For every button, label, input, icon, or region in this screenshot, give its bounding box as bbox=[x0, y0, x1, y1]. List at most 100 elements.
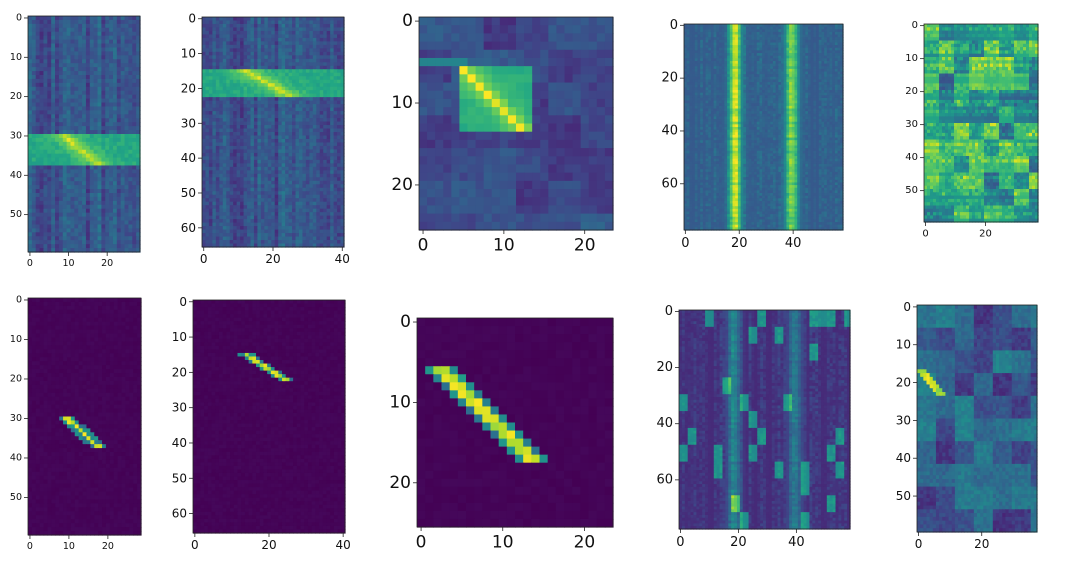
heatmap-cell bbox=[285, 188, 289, 192]
heatmap-cell bbox=[86, 173, 90, 178]
heatmap-cell bbox=[128, 130, 132, 135]
heatmap-cell bbox=[337, 142, 341, 146]
heatmap-cell bbox=[292, 181, 296, 185]
heatmap-cell bbox=[128, 83, 132, 88]
heatmap-cell bbox=[237, 101, 241, 105]
heatmap-cell bbox=[223, 237, 227, 241]
heatmap-cell bbox=[589, 115, 598, 124]
heatmap-cell bbox=[109, 32, 113, 37]
heatmap-cell bbox=[306, 118, 310, 122]
heatmap-cell bbox=[59, 181, 63, 186]
heatmap-cell bbox=[257, 233, 261, 237]
heatmap-cell bbox=[101, 154, 105, 159]
heatmap-cell bbox=[302, 87, 306, 91]
heatmap-cell bbox=[268, 139, 272, 143]
heatmap-cell bbox=[275, 52, 279, 56]
heatmap-cell bbox=[500, 99, 509, 108]
heatmap-cell bbox=[548, 115, 557, 124]
heatmap-cell bbox=[226, 212, 230, 216]
heatmap-cell bbox=[94, 16, 98, 21]
heatmap-cell bbox=[28, 201, 32, 206]
heatmap-cell bbox=[289, 20, 293, 24]
heatmap-cell bbox=[327, 146, 331, 150]
heatmap-cell bbox=[330, 170, 334, 174]
heatmap-cell bbox=[581, 74, 590, 83]
heatmap-cell bbox=[540, 148, 549, 157]
heatmap-cell bbox=[278, 146, 282, 150]
heatmap-cell bbox=[230, 226, 234, 230]
heatmap-cell bbox=[484, 17, 493, 26]
heatmap-cell bbox=[67, 44, 71, 49]
heatmap-cell bbox=[202, 87, 206, 91]
heatmap-cell bbox=[70, 114, 74, 119]
heatmap-cell bbox=[32, 197, 36, 202]
heatmap-cell bbox=[70, 185, 74, 190]
heatmap-cell bbox=[86, 213, 90, 218]
heatmap-cell bbox=[51, 51, 55, 56]
heatmap-cell bbox=[302, 66, 306, 70]
heatmap-cell bbox=[516, 164, 525, 173]
heatmap-cell bbox=[212, 135, 216, 139]
heatmap-cell bbox=[78, 40, 82, 45]
heatmap-cell bbox=[40, 32, 44, 37]
heatmap-cell bbox=[36, 213, 40, 218]
heatmap-cell bbox=[313, 97, 317, 101]
heatmap-cell bbox=[508, 83, 517, 92]
heatmap-cell bbox=[268, 59, 272, 63]
heatmap-cell bbox=[268, 233, 272, 237]
heatmap-cell bbox=[113, 205, 117, 210]
heatmap-cell bbox=[320, 76, 324, 80]
heatmap-cell bbox=[247, 87, 251, 91]
heatmap-cell bbox=[244, 101, 248, 105]
heatmap-cell bbox=[109, 173, 113, 178]
heatmap-cell bbox=[240, 52, 244, 56]
heatmap-cell bbox=[271, 226, 275, 230]
heatmap-cell bbox=[257, 125, 261, 129]
heatmap-cell bbox=[306, 97, 310, 101]
heatmap-cell bbox=[105, 130, 109, 135]
heatmap-cell bbox=[451, 66, 460, 75]
heatmap-cell bbox=[285, 129, 289, 133]
heatmap-cell bbox=[247, 135, 251, 139]
heatmap-cell bbox=[282, 17, 286, 21]
heatmap-cell bbox=[43, 193, 47, 198]
heatmap-cell bbox=[320, 209, 324, 213]
heatmap-cell bbox=[302, 184, 306, 188]
heatmap-cell bbox=[32, 201, 36, 206]
heatmap-cell bbox=[264, 156, 268, 160]
heatmap-cell bbox=[254, 135, 258, 139]
heatmap-cell bbox=[257, 83, 261, 87]
heatmap-cell bbox=[202, 97, 206, 101]
heatmap-cell bbox=[334, 223, 338, 227]
heatmap-cell bbox=[59, 91, 63, 96]
heatmap-cell bbox=[313, 202, 317, 206]
heatmap-cell bbox=[306, 20, 310, 24]
heatmap-cell bbox=[36, 201, 40, 206]
heatmap-cell bbox=[275, 216, 279, 220]
heatmap-cell bbox=[240, 202, 244, 206]
heatmap-cell bbox=[51, 47, 55, 52]
heatmap-cell bbox=[121, 232, 125, 237]
heatmap-cell bbox=[268, 184, 272, 188]
heatmap-cell bbox=[63, 185, 67, 190]
heatmap-cell bbox=[86, 55, 90, 60]
heatmap-cell bbox=[94, 209, 98, 214]
heatmap-cell bbox=[296, 38, 300, 42]
heatmap-cell bbox=[250, 55, 254, 59]
heatmap-cell bbox=[247, 59, 251, 63]
heatmap-cell bbox=[320, 104, 324, 108]
heatmap-cell bbox=[285, 20, 289, 24]
heatmap-cell bbox=[202, 62, 206, 66]
heatmap-cell bbox=[244, 142, 248, 146]
heatmap-cell bbox=[32, 165, 36, 170]
heatmap-cell bbox=[264, 219, 268, 223]
heatmap-cell bbox=[275, 205, 279, 209]
heatmap-cell bbox=[292, 41, 296, 45]
heatmap-cell bbox=[74, 169, 78, 174]
heatmap-cell bbox=[337, 41, 341, 45]
heatmap-cell bbox=[250, 129, 254, 133]
heatmap-cell bbox=[565, 173, 574, 182]
heatmap-cell bbox=[55, 142, 59, 147]
heatmap-cell bbox=[70, 201, 74, 206]
heatmap-cell bbox=[257, 59, 261, 63]
